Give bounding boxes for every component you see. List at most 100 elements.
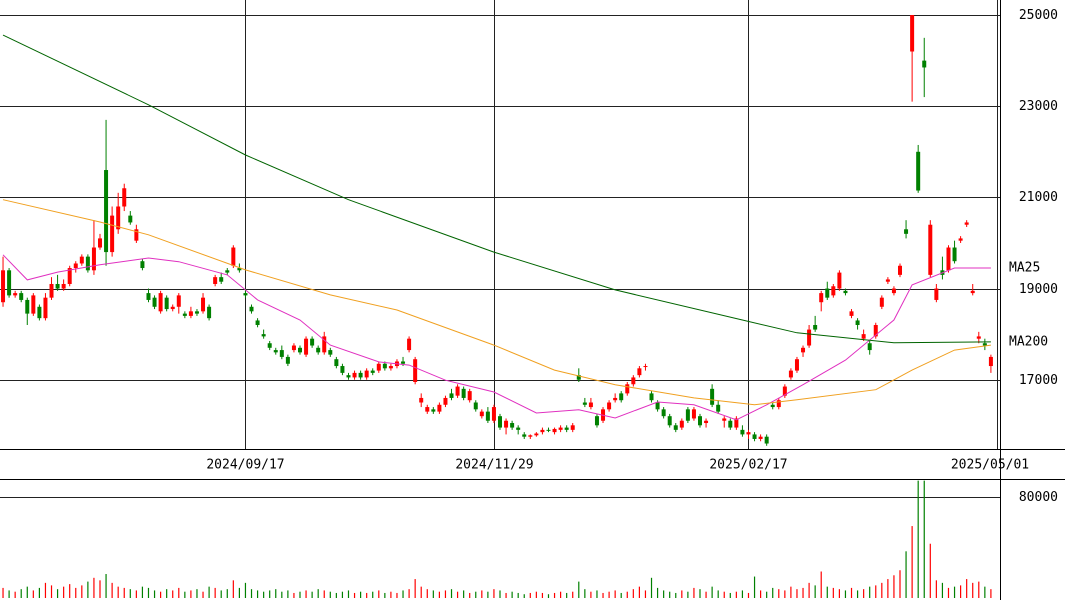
ma-line <box>2 254 991 421</box>
candle-body <box>213 277 218 284</box>
candle-body <box>698 416 702 426</box>
candle-body <box>401 361 406 364</box>
candle-body <box>425 407 430 412</box>
candle-body <box>946 247 951 271</box>
candle-body <box>164 297 169 310</box>
candle-body <box>85 256 90 271</box>
candle-body <box>13 293 18 296</box>
candle-body <box>594 416 599 426</box>
candle-body <box>285 356 290 364</box>
candle-body <box>267 343 272 348</box>
candle-body <box>298 347 302 353</box>
candle-body <box>55 283 60 289</box>
candle-body <box>764 436 769 444</box>
candle-body <box>437 404 442 412</box>
candle-body <box>473 402 478 410</box>
candle-body <box>110 215 115 253</box>
candle-body <box>704 420 709 424</box>
candle-body <box>479 411 484 417</box>
x-tick-label: 2024/11/29 <box>455 458 533 473</box>
x-tick-label: 2025/05/01 <box>951 458 1029 473</box>
candle-body <box>352 372 357 378</box>
candle-body <box>546 429 551 431</box>
candle-body <box>970 290 975 294</box>
candle-body <box>207 306 212 319</box>
candle-body <box>358 372 363 378</box>
candle-body <box>255 320 260 326</box>
candle-body <box>407 338 412 351</box>
candle-body <box>237 268 242 271</box>
candle-body <box>219 277 224 282</box>
candle-body <box>716 404 721 412</box>
y-tick-label: 19000 <box>1019 282 1058 297</box>
candle-body <box>279 350 284 357</box>
candle-body <box>710 388 715 405</box>
candle-body <box>928 224 933 275</box>
candle-body <box>491 407 496 421</box>
candle-body <box>413 359 418 382</box>
candle-body <box>837 272 842 289</box>
candle-body <box>431 409 436 412</box>
candle-body <box>934 288 939 300</box>
candle-body <box>67 268 72 284</box>
candle-body <box>982 343 987 346</box>
candle-body <box>231 247 236 266</box>
candle-body <box>31 295 36 314</box>
candle-body <box>334 359 339 367</box>
candle-body <box>273 350 278 353</box>
candle-body <box>964 222 969 225</box>
candle-body <box>758 436 763 439</box>
candle-body <box>146 293 151 300</box>
candle-body <box>498 416 502 428</box>
candle-body <box>346 375 351 378</box>
candle-body <box>819 293 824 303</box>
candle-body <box>631 377 636 385</box>
candle-body <box>364 370 369 378</box>
candle-body <box>879 297 884 307</box>
candle-body <box>485 411 490 421</box>
candle-body <box>388 366 393 369</box>
candle-body <box>328 350 333 355</box>
candle-body <box>788 370 793 378</box>
candle-body <box>861 334 866 339</box>
candle-body <box>673 425 678 430</box>
candle-body <box>958 238 963 241</box>
candle-body <box>419 397 424 403</box>
legend-label: MA200 <box>1009 334 1048 349</box>
candle-body <box>522 434 527 437</box>
candle-body <box>867 343 872 351</box>
candle-body <box>807 329 812 346</box>
candle-body <box>534 433 539 436</box>
candle-body <box>443 397 448 405</box>
candle-body <box>382 363 387 369</box>
candle-body <box>116 206 121 230</box>
candle-body <box>176 295 181 307</box>
candle-body <box>685 409 690 421</box>
candle-body <box>1 270 6 303</box>
candle-body <box>43 297 48 319</box>
candle-body <box>49 283 54 298</box>
candle-body <box>770 404 775 408</box>
y-tick-label: 80000 <box>1019 490 1058 505</box>
candle-body <box>667 416 672 426</box>
candle-body <box>576 375 581 380</box>
candle-body <box>752 434 757 439</box>
candle-body <box>988 356 993 367</box>
candle-body <box>619 393 624 401</box>
candle-body <box>691 409 696 419</box>
candle-body <box>849 311 854 316</box>
y-tick-label: 25000 <box>1019 8 1058 23</box>
candle-body <box>570 425 575 430</box>
x-tick-label: 2024/09/17 <box>206 458 284 473</box>
candle-body <box>558 427 563 430</box>
candle-body <box>461 388 466 398</box>
candle-body <box>455 386 460 396</box>
candle-body <box>510 423 515 428</box>
candle-body <box>194 311 199 314</box>
candle-body <box>734 418 739 428</box>
y-tick-label: 17000 <box>1019 373 1058 388</box>
candle-body <box>104 170 109 253</box>
candle-body <box>588 402 593 408</box>
candle-body <box>540 429 545 433</box>
candle-body <box>249 306 254 312</box>
